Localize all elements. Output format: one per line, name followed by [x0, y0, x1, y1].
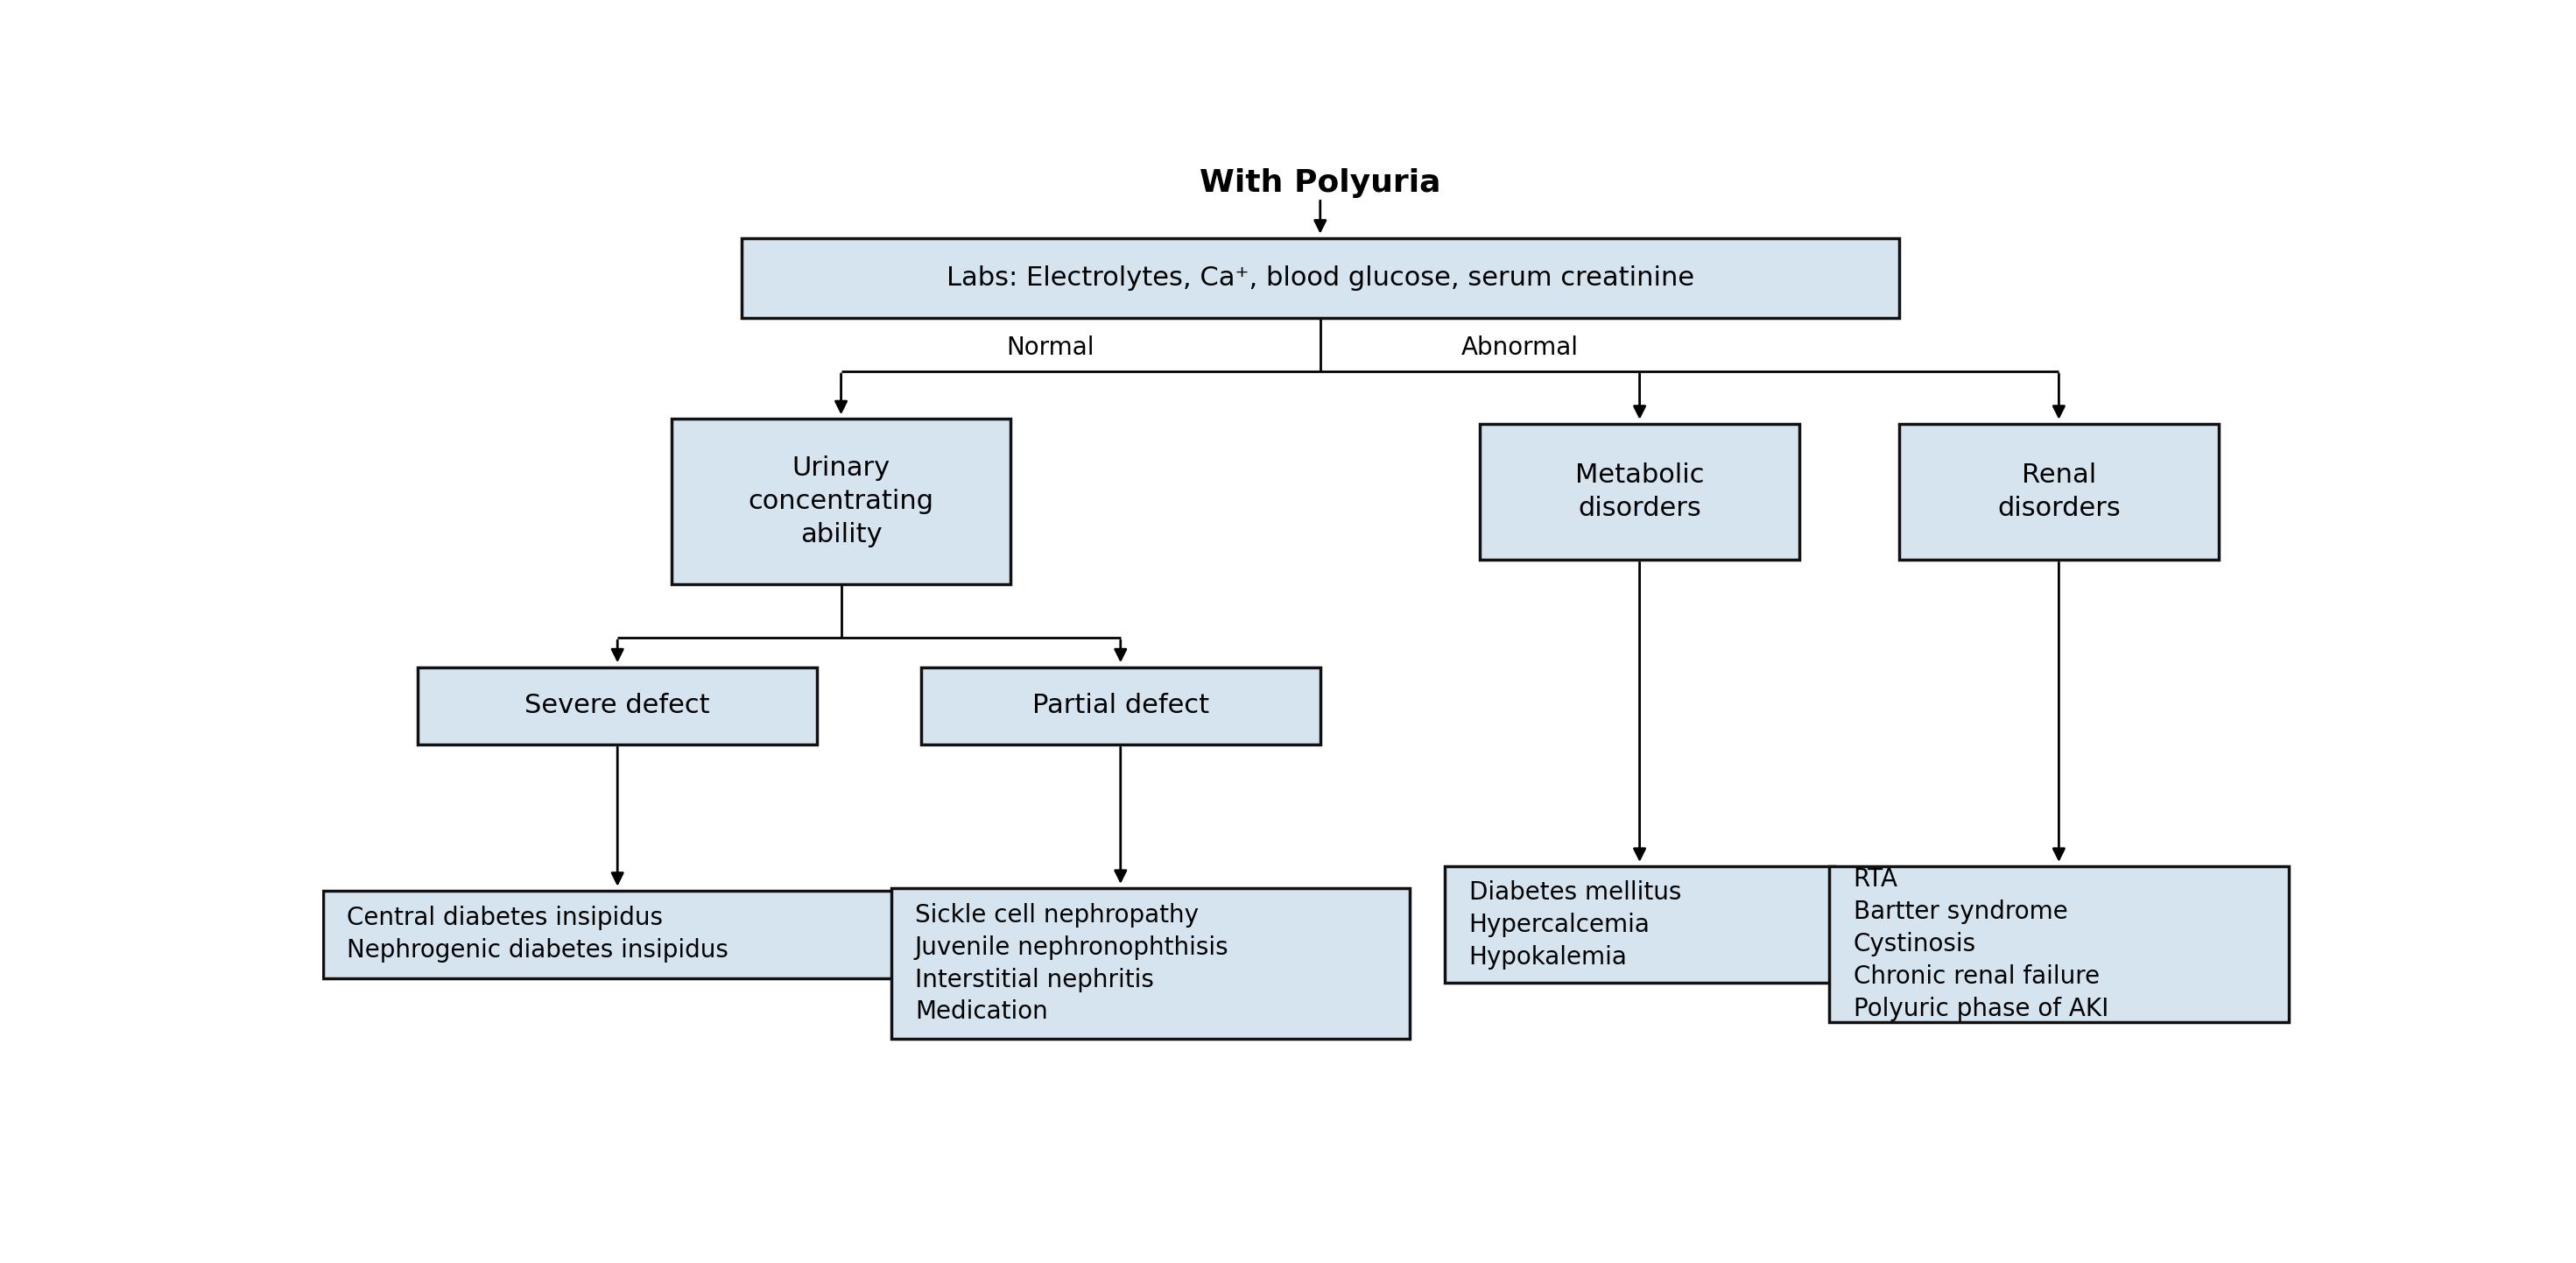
FancyBboxPatch shape: [891, 888, 1409, 1039]
Text: Abnormal: Abnormal: [1461, 335, 1579, 360]
Text: Urinary
concentrating
ability: Urinary concentrating ability: [747, 456, 935, 548]
Text: Sickle cell nephropathy
Juvenile nephronophthisis
Interstitial nephritis
Medicat: Sickle cell nephropathy Juvenile nephron…: [914, 903, 1229, 1024]
Text: Severe defect: Severe defect: [526, 693, 711, 719]
FancyBboxPatch shape: [922, 667, 1319, 745]
FancyBboxPatch shape: [1899, 424, 2218, 560]
FancyBboxPatch shape: [742, 239, 1899, 318]
FancyBboxPatch shape: [1481, 424, 1798, 560]
Text: Renal
disorders: Renal disorders: [1996, 462, 2120, 522]
Text: Labs: Electrolytes, Ca⁺, blood glucose, serum creatinine: Labs: Electrolytes, Ca⁺, blood glucose, …: [945, 265, 1695, 290]
Text: Diabetes mellitus
Hypercalcemia
Hypokalemia: Diabetes mellitus Hypercalcemia Hypokale…: [1468, 880, 1682, 969]
Text: With Polyuria: With Polyuria: [1200, 168, 1440, 197]
Text: Normal: Normal: [1007, 335, 1095, 360]
FancyBboxPatch shape: [322, 890, 912, 978]
Text: Partial defect: Partial defect: [1033, 693, 1208, 719]
FancyBboxPatch shape: [417, 667, 817, 745]
Text: Metabolic
disorders: Metabolic disorders: [1574, 462, 1705, 522]
FancyBboxPatch shape: [672, 419, 1010, 585]
FancyBboxPatch shape: [1445, 866, 1834, 983]
Text: Central diabetes insipidus
Nephrogenic diabetes insipidus: Central diabetes insipidus Nephrogenic d…: [348, 906, 729, 962]
Text: RTA
Bartter syndrome
Cystinosis
Chronic renal failure
Polyuric phase of AKI: RTA Bartter syndrome Cystinosis Chronic …: [1852, 868, 2107, 1021]
FancyBboxPatch shape: [1829, 866, 2287, 1022]
